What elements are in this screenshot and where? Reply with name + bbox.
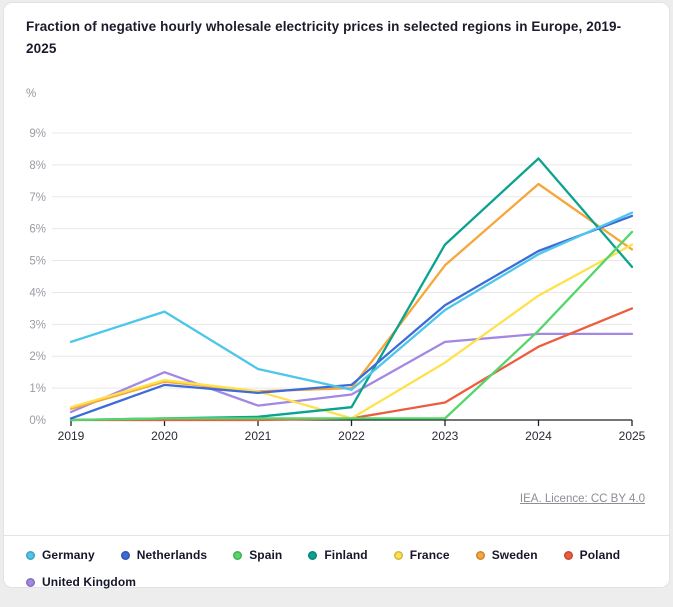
legend-color-dot <box>563 550 573 560</box>
y-axis-unit-label: % <box>26 88 37 100</box>
legend-color-dot <box>26 550 35 560</box>
line-chart: 0% 1% 2% 3% 4% 5% 6% 7% 8% 9% 2019 2020 2021 2022 2023… <box>4 103 673 451</box>
x-axis-tick-label: 2021 <box>245 429 272 443</box>
legend-color-dot <box>308 550 318 560</box>
legend-item-united-kingdom[interactable]: United Kingdom <box>26 575 136 589</box>
chart-title: Fraction of negative hourly wholesale el… <box>26 19 622 56</box>
x-axis-tick-label: 2022 <box>338 429 365 443</box>
y-axis-tick-label: 9% <box>29 128 46 140</box>
y-axis-tick-label: 8% <box>29 160 46 172</box>
source-licence-link[interactable]: IEA. Licence: CC BY 4.0 <box>519 493 645 505</box>
chart-legend: Germany Netherlands Spain Finland France Swed… <box>26 548 656 589</box>
legend-item-label: Finland <box>324 548 368 562</box>
series-line-germany <box>69 211 634 391</box>
series-line-spain <box>69 230 634 422</box>
x-axis-tick-label: 2023 <box>432 429 459 443</box>
series-line-france <box>69 243 634 420</box>
legend-item-france[interactable]: France <box>393 548 450 562</box>
y-axis-tick-label: 2% <box>29 351 46 363</box>
y-axis-tick-label: 4% <box>29 287 46 299</box>
y-axis-tick-label: 7% <box>29 192 46 204</box>
legend-color-dot <box>393 550 403 560</box>
line-chart-svg: 0% 1% 2% 3% 4% 5% 6% 7% 8% 9% 2019 2020 2021 2022 2023… <box>29 128 646 443</box>
x-axis-tick-label: 2025 <box>619 429 646 443</box>
y-axis-tick-label: 3% <box>29 319 46 331</box>
legend-item-label: France <box>409 548 450 562</box>
legend-item-poland[interactable]: Poland <box>563 548 621 562</box>
legend-item-sweden[interactable]: Sweden <box>475 548 538 562</box>
chart-card: Fraction of negative hourly wholesale el… <box>3 2 673 589</box>
y-axis-tick-label: 0% <box>29 415 46 427</box>
legend-color-dot <box>233 550 243 560</box>
legend-item-finland[interactable]: Finland <box>308 548 368 562</box>
legend-item-spain[interactable]: Spain <box>233 548 282 562</box>
legend-item-label: Germany <box>42 548 95 562</box>
series-line-united-kingdom <box>69 332 634 414</box>
legend-item-label: Netherlands <box>136 548 208 562</box>
legend-item-label: Sweden <box>491 548 538 562</box>
legend-color-dot <box>475 550 485 560</box>
legend-item-label: Poland <box>579 548 621 562</box>
series-line-poland <box>69 307 634 422</box>
x-axis-tick-label: 2019 <box>58 429 85 443</box>
y-axis-tick-label: 1% <box>29 383 46 395</box>
legend-color-dot <box>26 577 35 587</box>
series-line-netherlands <box>69 214 634 420</box>
series-line-sweden <box>69 182 634 410</box>
legend-item-label: United Kingdom <box>42 575 137 589</box>
x-axis-tick-label: 2024 <box>525 429 552 443</box>
y-axis-tick-label: 5% <box>29 256 46 268</box>
legend-color-dot <box>120 550 130 560</box>
legend-item-label: Spain <box>249 548 283 562</box>
legend-item-germany[interactable]: Germany <box>26 548 95 562</box>
x-axis-tick-label: 2020 <box>151 429 178 443</box>
y-axis-tick-label: 6% <box>29 224 46 236</box>
legend-item-netherlands[interactable]: Netherlands <box>120 548 208 562</box>
legend-divider <box>4 535 669 536</box>
